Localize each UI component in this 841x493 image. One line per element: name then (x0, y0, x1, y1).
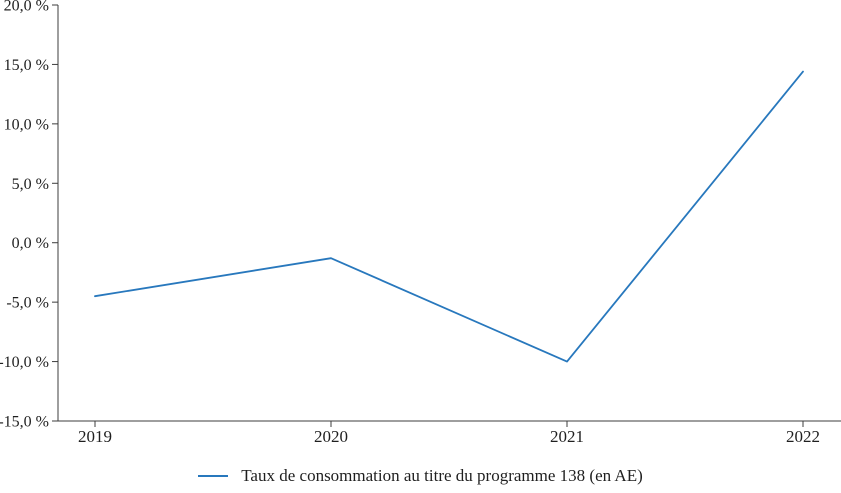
x-tick-label: 2022 (786, 427, 820, 446)
y-tick-label: 15,0 % (4, 57, 49, 74)
y-tick-label: -10,0 % (0, 354, 49, 371)
y-tick-label: 20,0 % (4, 0, 49, 15)
y-tick-label: -15,0 % (0, 414, 49, 431)
data-line-series-0 (94, 70, 804, 363)
x-tick-label: 2019 (78, 427, 112, 446)
chart-legend: Taux de consommation au titre du program… (0, 461, 841, 491)
y-tick-label: 5,0 % (12, 176, 49, 193)
x-tick-label: 2020 (314, 427, 348, 446)
x-tick-label: 2021 (550, 427, 584, 446)
y-tick-label: -5,0 % (6, 295, 49, 312)
y-tick-label: 0,0 % (12, 235, 49, 252)
y-tick-label: 10,0 % (4, 116, 49, 133)
line-chart-plot: 20,0 % 15,0 % 10,0 % 5,0 % 0,0 % -5,0 % -10,0 … (0, 0, 841, 446)
legend-line-swatch (198, 475, 229, 477)
legend-label: Taux de consommation au titre du program… (241, 466, 643, 485)
